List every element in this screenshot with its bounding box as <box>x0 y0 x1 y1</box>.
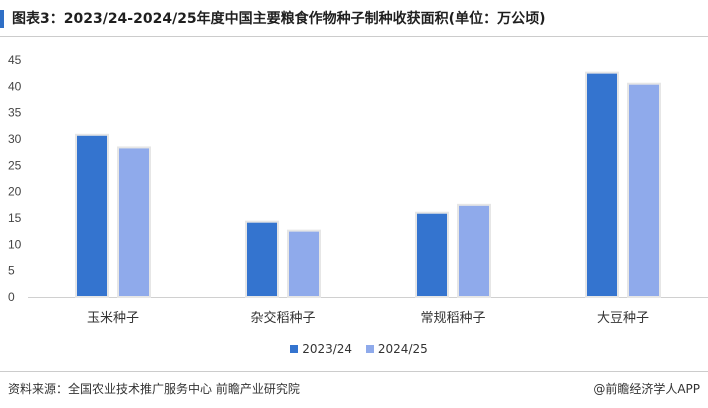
bar-2023-24 <box>415 211 449 299</box>
bar-2023-24 <box>245 220 279 298</box>
bar-2024-25 <box>627 82 661 298</box>
plot-area: 0 5 10 15 20 25 30 35 40 45 玉米种子 杂交稻种子 常规稻种子 大豆种子 <box>8 53 708 326</box>
x-tick-label: 常规稻种子 <box>420 311 485 326</box>
y-tick-label: 30 <box>8 132 22 146</box>
x-tick-label: 杂交稻种子 <box>250 310 315 326</box>
bar-2023-24 <box>585 71 619 298</box>
legend-swatch <box>290 345 299 353</box>
bar-2024-25 <box>117 146 151 298</box>
divider <box>0 36 708 37</box>
legend-label: 2023/24 <box>302 342 353 356</box>
bar-2023-24 <box>75 133 109 298</box>
y-tick-label: 20 <box>8 185 22 199</box>
y-tick-label: 35 <box>8 106 22 120</box>
x-tick-label: 玉米种子 <box>87 311 139 326</box>
chart-title: 图表3：2023/24-2024/25年度中国主要粮食作物种子制种收获面积(单位… <box>12 11 546 27</box>
legend-label: 2024/25 <box>377 342 428 356</box>
y-tick-label: 25 <box>8 158 22 172</box>
source-note: 资料来源：全国农业技术推广服务中心 前瞻产业研究院 <box>8 382 300 396</box>
y-tick-label: 40 <box>8 79 22 93</box>
legend: 2023/24 2024/25 <box>0 342 708 356</box>
bar-2024-25 <box>457 203 491 298</box>
legend-swatch <box>365 345 374 353</box>
brand-label: @前瞻经济学人APP <box>593 382 700 396</box>
y-tick-label: 15 <box>8 211 22 225</box>
y-tick-label: 45 <box>8 53 22 67</box>
bar-2024-25 <box>287 229 321 298</box>
y-tick-label: 10 <box>8 237 22 251</box>
y-tick-label: 5 <box>8 264 15 278</box>
x-tick-label: 大豆种子 <box>597 311 649 326</box>
y-tick-label: 0 <box>8 290 15 304</box>
title-accent <box>0 10 4 28</box>
divider <box>0 371 708 372</box>
